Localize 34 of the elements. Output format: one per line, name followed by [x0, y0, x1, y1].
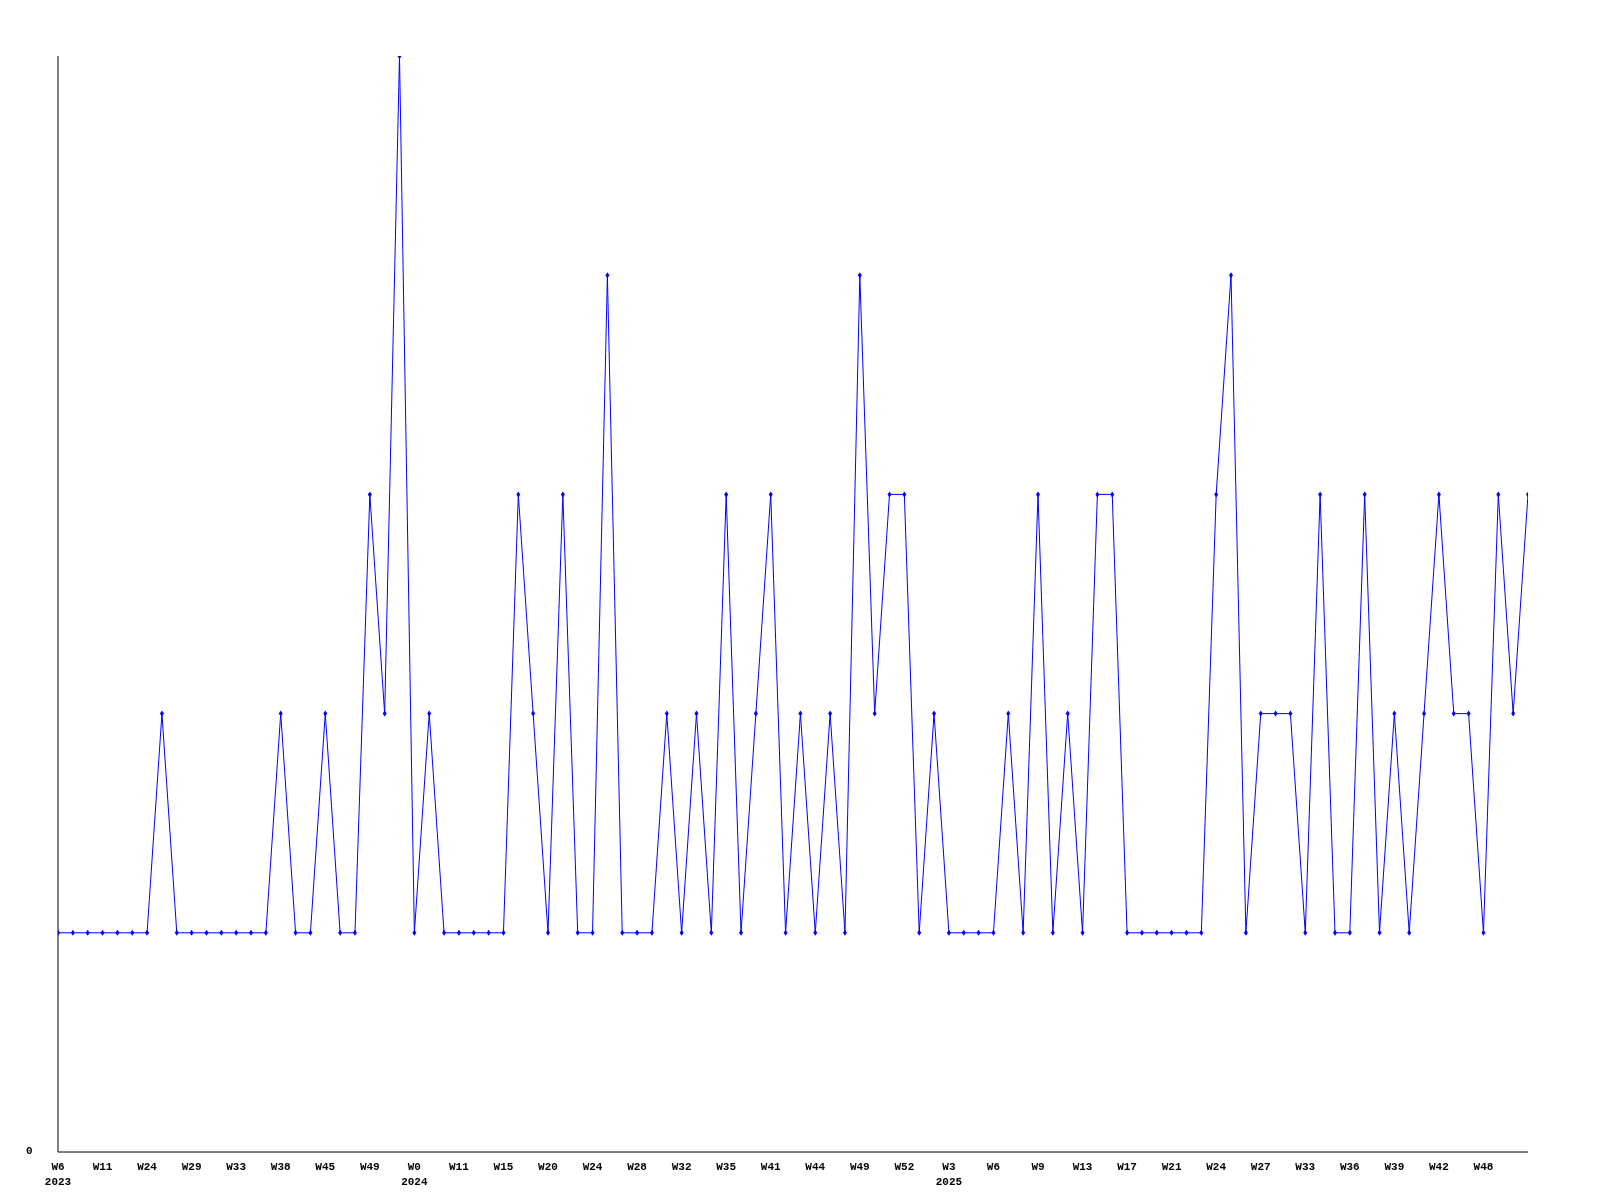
x-tick-label: W0 2024 — [401, 1161, 428, 1188]
x-tick-label: W24 — [1206, 1161, 1227, 1173]
x-tick-label: W29 — [181, 1161, 202, 1173]
x-tick-label: W33 — [1295, 1161, 1316, 1173]
x-tick-label: W15 — [493, 1161, 514, 1173]
x-tick-label: W13 — [1072, 1161, 1093, 1173]
x-tick-label: W52 — [894, 1161, 915, 1173]
x-tick-label: W28 — [627, 1161, 648, 1173]
x-tick-label: W38 — [270, 1161, 292, 1173]
x-tick-label: W11 — [92, 1161, 113, 1173]
x-tick-label: W6 2023 — [44, 1161, 72, 1188]
x-tick-label: W36 — [1339, 1161, 1360, 1173]
x-tick-label: W20 — [538, 1161, 558, 1173]
x-tick-label: W41 — [760, 1161, 782, 1173]
x-tick-label: W35 — [716, 1161, 737, 1173]
x-tick-label: W17 — [1117, 1161, 1137, 1173]
x-tick-label: W6 — [986, 1161, 1001, 1173]
x-tick-label: W44 — [805, 1161, 826, 1173]
x-tick-label: W3 2025 — [935, 1161, 963, 1188]
x-tick-label: W24 — [137, 1161, 158, 1173]
x-tick-label: W24 — [582, 1161, 603, 1173]
x-tick-label: W32 — [671, 1161, 692, 1173]
x-tick-label: W39 — [1384, 1161, 1405, 1173]
x-tick-label: W42 — [1429, 1161, 1449, 1173]
x-tick-label: W49 — [359, 1161, 380, 1173]
x-tick-label: W9 — [1031, 1161, 1045, 1173]
x-tick-label: W33 — [226, 1161, 247, 1173]
x-tick-label: W21 — [1161, 1161, 1182, 1173]
text: 0 — [26, 1145, 33, 1157]
x-tick-label: W27 — [1250, 1161, 1271, 1173]
x-tick-label: W45 — [315, 1161, 336, 1173]
x-tick-label: W11 — [449, 1161, 470, 1173]
x-tick-label: W49 — [849, 1161, 870, 1173]
x-tick-label: W48 — [1473, 1161, 1494, 1173]
